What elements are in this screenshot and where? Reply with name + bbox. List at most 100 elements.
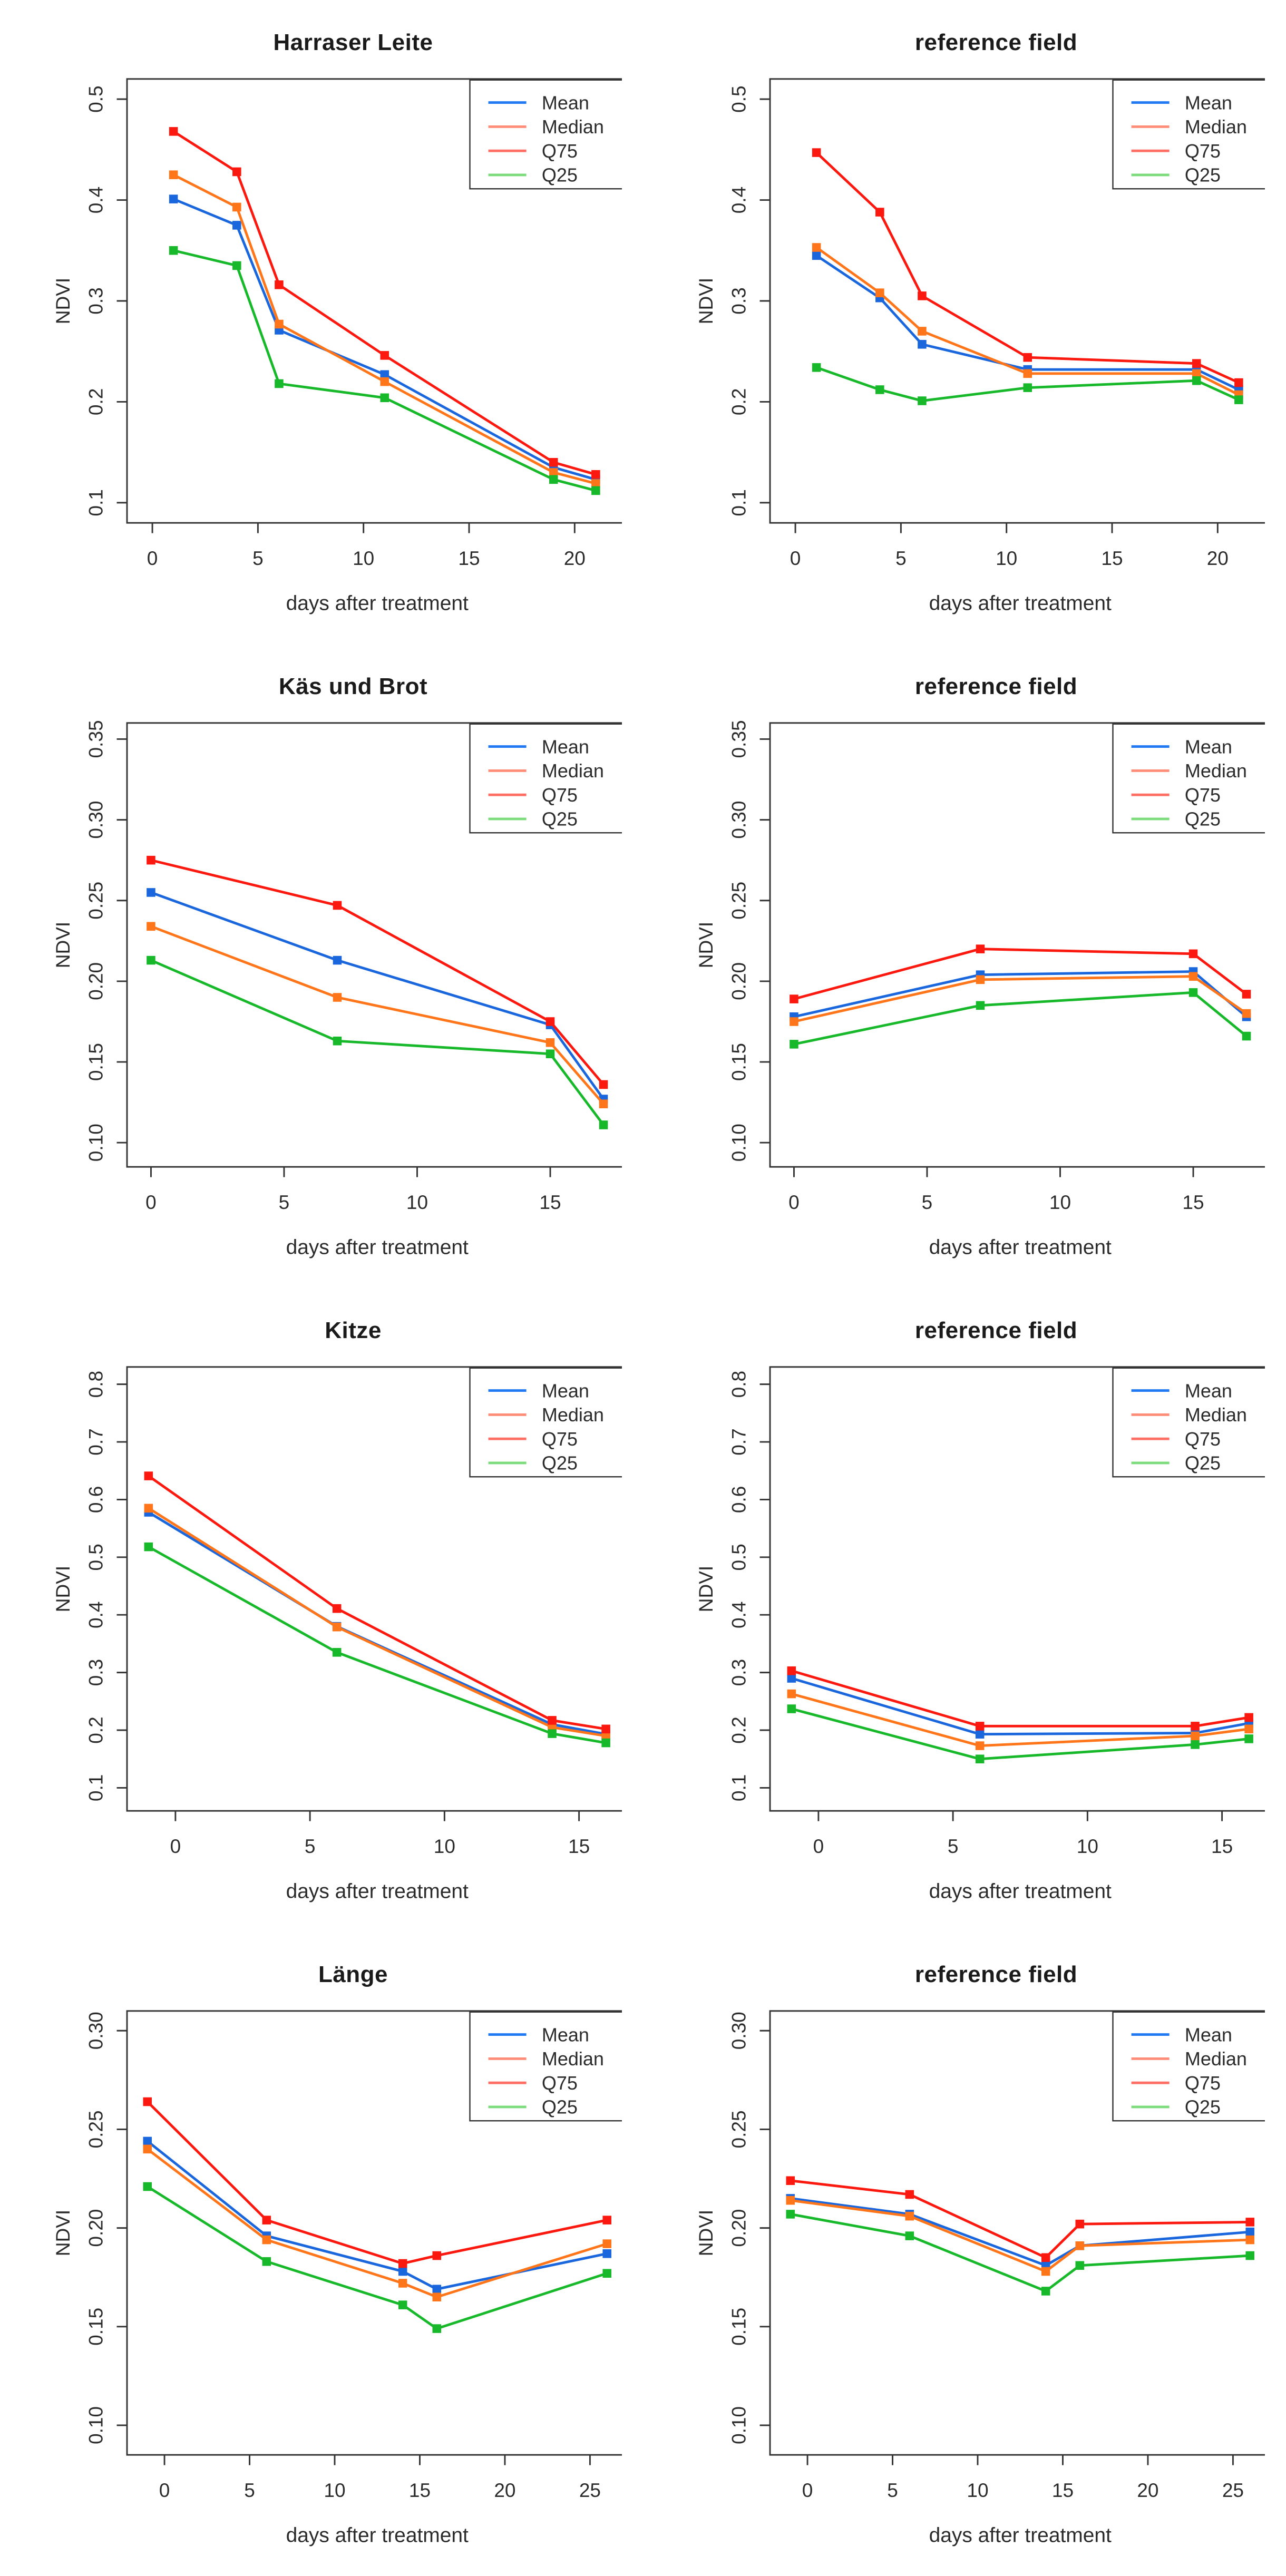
data-point-marker — [786, 2196, 795, 2205]
y-tick-label: 0.5 — [85, 85, 106, 112]
x-tick-label: 20 — [1207, 548, 1229, 569]
data-point-marker — [976, 1001, 985, 1010]
y-axis-label: NDVI — [695, 277, 717, 324]
chart-plot-area: 0 5 10 15 0.1 0.2 0.3 0.4 0.5 0.6 0.7 0.8 NDVI days a… — [52, 1365, 622, 1902]
data-point-marker — [1023, 369, 1032, 378]
series-median — [787, 1689, 1253, 1750]
data-point-marker — [275, 319, 284, 328]
data-point-marker — [1242, 1031, 1251, 1040]
data-point-marker — [432, 2292, 442, 2301]
data-point-marker — [169, 246, 178, 255]
series-q25 — [147, 955, 608, 1129]
data-point-marker — [599, 1120, 608, 1129]
legend-label-mean: Mean — [542, 2024, 589, 2045]
x-axis: 0 5 10 15 20 25 — [802, 2454, 1244, 2501]
legend-label-q25: Q25 — [542, 164, 578, 186]
y-tick-label: 0.6 — [85, 1486, 106, 1513]
series-q75 — [143, 2097, 611, 2268]
series-q75 — [812, 148, 1243, 387]
data-point-marker — [1244, 1724, 1253, 1733]
data-point-marker — [1075, 2241, 1085, 2250]
y-tick-label: 0.2 — [85, 388, 106, 415]
legend-label-q75: Q75 — [1185, 784, 1221, 805]
series-q25 — [143, 2182, 611, 2333]
data-point-marker — [812, 363, 821, 372]
data-point-marker — [1192, 376, 1201, 385]
data-point-marker — [905, 2231, 914, 2240]
chart-title: reference field — [914, 29, 1078, 55]
y-tick-label: 0.25 — [85, 2110, 106, 2148]
data-point-marker — [545, 1038, 555, 1047]
data-point-marker — [1041, 2286, 1050, 2296]
data-point-marker — [143, 2182, 152, 2191]
y-tick-label: 0.20 — [85, 962, 106, 1000]
data-point-marker — [333, 955, 342, 964]
y-tick-label: 0.10 — [728, 1124, 749, 1162]
data-point-marker — [976, 944, 985, 953]
legend-label-q75: Q75 — [1185, 1428, 1221, 1449]
x-tick-label: 5 — [244, 2480, 255, 2501]
x-axis-label: days after treatment — [929, 1880, 1112, 1902]
series-q25 — [787, 1704, 1253, 1763]
data-point-marker — [905, 2190, 914, 2199]
legend-label-mean: Mean — [1185, 1380, 1232, 1401]
data-point-marker — [143, 2136, 152, 2145]
y-tick-label: 0.10 — [85, 1124, 106, 1162]
data-point-marker — [875, 385, 884, 394]
data-point-marker — [333, 1036, 342, 1046]
data-point-marker — [918, 326, 927, 336]
y-tick-label: 0.30 — [728, 2012, 749, 2050]
x-tick-label: 5 — [895, 548, 907, 569]
legend-label-q25: Q25 — [1185, 2096, 1221, 2118]
legend-label-median: Median — [542, 116, 604, 138]
y-tick-label: 0.8 — [728, 1371, 749, 1398]
x-tick-label: 10 — [434, 1836, 455, 1857]
x-tick-label: 0 — [813, 1836, 824, 1857]
x-tick-label: 5 — [252, 548, 264, 569]
series-line-median — [793, 974, 1248, 1023]
data-point-marker — [549, 457, 558, 467]
series-line-q75 — [790, 2179, 1250, 2259]
chart-title: Käs und Brot — [278, 673, 428, 699]
legend-label-q25: Q25 — [1185, 164, 1221, 186]
data-point-marker — [1023, 353, 1032, 362]
x-tick-label: 20 — [564, 548, 586, 569]
y-tick-label: 0.2 — [728, 388, 749, 415]
data-point-marker — [1245, 2251, 1254, 2260]
chart-title: reference field — [914, 1961, 1078, 1987]
x-tick-label: 15 — [568, 1836, 590, 1857]
y-axis-label: NDVI — [52, 277, 74, 324]
data-point-marker — [1242, 989, 1251, 999]
data-point-marker — [1188, 988, 1198, 997]
plot-border — [126, 2009, 622, 2456]
data-point-marker — [1245, 2235, 1254, 2244]
x-tick-label: 15 — [1101, 548, 1123, 569]
series-line-mean — [150, 891, 605, 1100]
chart-panel-reference-field-3: reference field 0 5 10 15 0.1 0.2 0.3 0.4 0.5 0.6… — [664, 1296, 1265, 1924]
data-point-marker — [432, 2285, 442, 2294]
legend-label-mean: Mean — [542, 736, 589, 757]
series-line-mean — [173, 197, 597, 481]
y-tick-label: 0.1 — [728, 489, 749, 516]
data-point-marker — [332, 1622, 342, 1632]
series-q75 — [790, 944, 1251, 1003]
series-median — [786, 2196, 1254, 2276]
chart-plot-area: 0 5 10 15 0.10 0.15 0.20 0.25 0.30 0.35 NDVI days a… — [52, 720, 622, 1258]
series-line-mean — [147, 2140, 608, 2290]
series-line-q25 — [790, 2212, 1250, 2292]
chart-panel-harraser-leite: Harraser Leite 0 5 10 15 20 0.1 0.2 0.3 0.4 0.5 ND… — [21, 8, 622, 636]
data-point-marker — [549, 475, 558, 484]
y-tick-label: 0.3 — [728, 287, 749, 314]
y-tick-label: 0.25 — [85, 881, 106, 919]
x-axis: 0 5 10 15 — [813, 1810, 1233, 1857]
y-tick-label: 0.30 — [85, 801, 106, 838]
legend-box — [1112, 79, 1265, 190]
legend-label-q25: Q25 — [542, 808, 578, 830]
series-line-q25 — [173, 249, 596, 492]
data-point-marker — [275, 280, 284, 289]
data-point-marker — [144, 1504, 153, 1513]
legend-label-mean: Mean — [1185, 736, 1232, 757]
x-tick-label: 25 — [1222, 2480, 1244, 2501]
